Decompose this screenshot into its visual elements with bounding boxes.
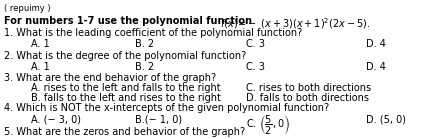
Text: 2. What is the degree of the polynomial function?: 2. What is the degree of the polynomial … xyxy=(4,51,246,61)
Text: For numbers 1-7 use the polynomial function: For numbers 1-7 use the polynomial funct… xyxy=(4,16,255,26)
Text: 3. What are the end behavior of the graph?: 3. What are the end behavior of the grap… xyxy=(4,73,216,83)
Text: B. 2: B. 2 xyxy=(135,39,154,49)
Text: 4. Which is NOT the x-intercepts of the given polynomial function?: 4. Which is NOT the x-intercepts of the … xyxy=(4,103,329,113)
Text: C. $\left(\dfrac{5}{2},0\right)$: C. $\left(\dfrac{5}{2},0\right)$ xyxy=(246,114,290,137)
Text: D. falls to both directions: D. falls to both directions xyxy=(246,93,369,103)
Text: B.(− 1, 0): B.(− 1, 0) xyxy=(135,114,182,124)
Text: C. rises to both directions: C. rises to both directions xyxy=(246,83,371,93)
Text: B. 2: B. 2 xyxy=(135,62,154,72)
Text: D. 4: D. 4 xyxy=(366,39,386,49)
Text: 1. What is the leading coefficient of the polynomial function?: 1. What is the leading coefficient of th… xyxy=(4,28,302,38)
Text: $f(x)\!=\!-\ (x+3)(x+1)^{2}(2x-5).$: $f(x)\!=\!-\ (x+3)(x+1)^{2}(2x-5).$ xyxy=(220,16,371,31)
Text: A. 1: A. 1 xyxy=(31,39,49,49)
Text: A. 1: A. 1 xyxy=(31,62,49,72)
Text: D. (5, 0): D. (5, 0) xyxy=(366,114,406,124)
Text: A. rises to the left and falls to the right: A. rises to the left and falls to the ri… xyxy=(31,83,220,93)
Text: 5. What are the zeros and behavior of the graph?: 5. What are the zeros and behavior of th… xyxy=(4,127,245,137)
Text: A. (− 3, 0): A. (− 3, 0) xyxy=(31,114,81,124)
Text: C. 3: C. 3 xyxy=(246,39,266,49)
Text: C. 3: C. 3 xyxy=(246,62,266,72)
Text: D. 4: D. 4 xyxy=(366,62,386,72)
Text: B. falls to the left and rises to the right: B. falls to the left and rises to the ri… xyxy=(31,93,220,103)
Text: ( repuimy ): ( repuimy ) xyxy=(4,4,51,13)
